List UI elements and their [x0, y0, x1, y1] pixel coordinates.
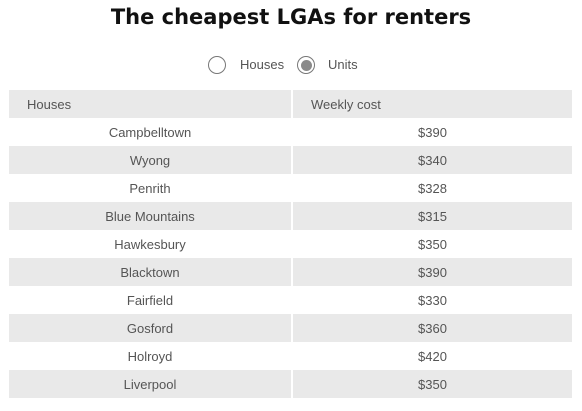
weekly-cost-cell: $330: [418, 292, 447, 308]
rent-table: Houses Weekly cost Campbelltown $390 Wyo…: [9, 90, 572, 398]
lga-name-cell: Campbelltown: [9, 118, 293, 146]
lga-name-cell: Liverpool: [9, 370, 293, 398]
weekly-cost-cell: $390: [418, 124, 447, 140]
table-row: Penrith $328: [9, 174, 572, 202]
table-row: Gosford $360: [9, 314, 572, 342]
radio-houses-label[interactable]: Houses: [240, 57, 285, 72]
radio-houses[interactable]: Houses: [208, 56, 284, 74]
weekly-cost-cell: $350: [418, 236, 447, 252]
table-row: Wyong $340: [9, 146, 572, 174]
lga-name-cell: Holroyd: [9, 342, 293, 370]
weekly-cost-cell: $360: [292, 314, 572, 342]
lga-name-cell: Blacktown: [9, 258, 293, 286]
page-title: The cheapest LGAs for renters: [110, 5, 472, 29]
radio-houses-circle[interactable]: [208, 56, 226, 74]
radio-units[interactable]: Units: [297, 56, 358, 74]
column-header-weekly-cost: Weekly cost: [292, 90, 572, 118]
table-row: Blacktown $390: [9, 258, 572, 286]
radio-selected-dot: [300, 59, 312, 71]
table-row: Campbelltown $390: [9, 118, 572, 146]
weekly-cost-cell: $390: [292, 258, 572, 286]
lga-name-cell: Penrith: [9, 174, 293, 202]
weekly-cost-cell: $340: [292, 146, 572, 174]
radio-units-label[interactable]: Units: [328, 57, 358, 72]
table-row: Liverpool $350: [9, 370, 572, 398]
lga-name-cell: Wyong: [9, 146, 293, 174]
lga-name-cell: Blue Mountains: [9, 202, 293, 230]
lga-name-cell: Hawkesbury: [9, 230, 293, 258]
weekly-cost-cell: $350: [292, 370, 572, 398]
column-header-lga: Houses: [9, 90, 293, 118]
table-row: Holroyd $420: [9, 342, 572, 370]
lga-name-cell: Gosford: [9, 314, 293, 342]
weekly-cost-cell: $420: [418, 348, 447, 364]
lga-name-cell: Fairfield: [9, 286, 293, 314]
table-header-row: Houses Weekly cost: [9, 90, 572, 118]
table-row: Blue Mountains $315: [9, 202, 572, 230]
weekly-cost-cell: $315: [292, 202, 572, 230]
property-type-toggle: Houses Units: [0, 56, 582, 96]
table-row: Fairfield $330: [9, 286, 572, 314]
table-row: Hawkesbury $350: [9, 230, 572, 258]
weekly-cost-cell: $328: [418, 180, 447, 196]
radio-units-circle[interactable]: [297, 56, 315, 74]
